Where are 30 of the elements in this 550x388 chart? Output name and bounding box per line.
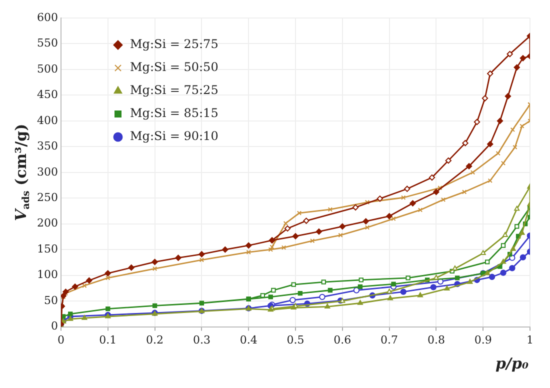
legend-label: Mg:Si = 90:10 [130,129,218,144]
legend-label: Mg:Si = 50:50 [130,60,218,74]
x-tick-label: 0.1 [99,333,117,346]
x-tick-label: 0.4 [240,333,258,346]
y-tick-label: 350 [36,140,58,153]
y-tick-label: 100 [36,268,58,282]
legend-label: Mg:Si = 25:75 [130,37,218,52]
y-tick-label: 50 [44,294,58,307]
x-tick-label: 0.5 [286,333,304,346]
y-axis-title: Vads (cm³/g) [12,124,32,222]
x-tick-label: 0.8 [427,333,445,346]
y-tick-label: 450 [36,88,58,102]
y-tick-label: 300 [36,165,58,178]
x-tick-label: 0.7 [380,333,398,346]
x-tick-label: 0.2 [146,333,164,346]
y-tick-label: 250 [36,190,58,204]
x-axis-title: p/p₀ [495,354,529,373]
y-tick-label: 600 [36,10,58,24]
legend-label: Mg:Si = 75:25 [130,83,218,98]
x-tick-label: 0.3 [192,333,210,346]
legend-label: Mg:Si = 85:15 [130,106,218,120]
x-tick-label: 1 [526,333,534,346]
y-tick-label: 150 [36,242,58,256]
y-tick-label: 400 [36,114,58,127]
y-tick-label: 500 [36,62,58,76]
y-tick-label: 550 [36,36,58,50]
y-tick-label: 200 [36,216,58,230]
x-tick-label: 0.9 [474,333,492,346]
x-tick-label: 0.6 [334,333,352,346]
y-tick-label: 0 [50,320,58,333]
